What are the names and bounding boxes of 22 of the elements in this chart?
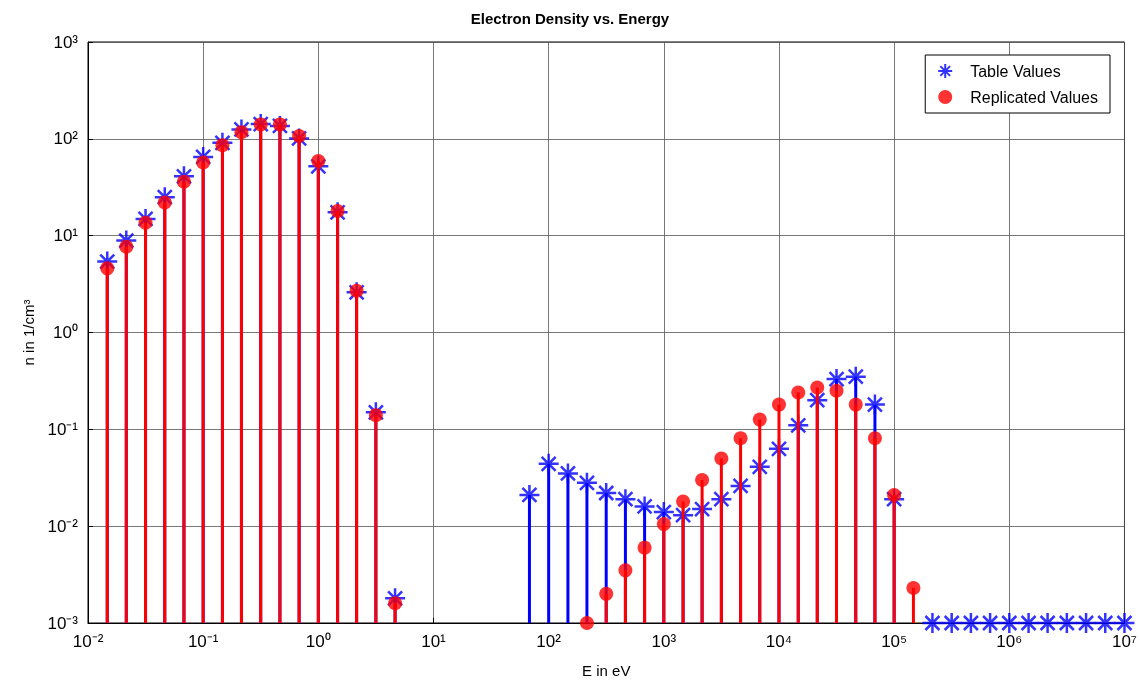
y-tick-label: 10¹ bbox=[53, 226, 79, 246]
y-tick-label: 10⁰ bbox=[53, 323, 78, 342]
x-axis-title: E in eV bbox=[582, 662, 631, 679]
x-tick-label: 10⁴ bbox=[765, 632, 793, 651]
x-tick-label: 10⁻² bbox=[72, 632, 104, 651]
y-tick-label: 10² bbox=[53, 129, 79, 149]
legend-label: Table Values bbox=[970, 62, 1061, 80]
y-tick-label: 10⁻³ bbox=[47, 613, 79, 633]
x-tick-label: 10³ bbox=[651, 632, 677, 651]
legend-label: Replicated Values bbox=[970, 88, 1098, 106]
y-tick-label: 10⁻² bbox=[47, 516, 79, 536]
chart-title: Electron Density vs. Energy bbox=[470, 10, 670, 27]
y-tick-label: 10³ bbox=[53, 32, 79, 52]
y-axis-title: n in 1/cm³ bbox=[20, 299, 37, 366]
x-tick-label: 10⁻¹ bbox=[187, 632, 219, 651]
x-tick-label: 10⁰ bbox=[305, 632, 331, 651]
x-tick-label: 10² bbox=[536, 632, 562, 651]
x-tick-label: 10¹ bbox=[421, 632, 447, 651]
y-tick-label: 10⁻¹ bbox=[47, 419, 79, 439]
x-tick-label: 10⁵ bbox=[881, 632, 908, 651]
x-tick-label: 10⁶ bbox=[996, 632, 1023, 651]
x-tick-label: 10⁷ bbox=[1111, 632, 1137, 651]
